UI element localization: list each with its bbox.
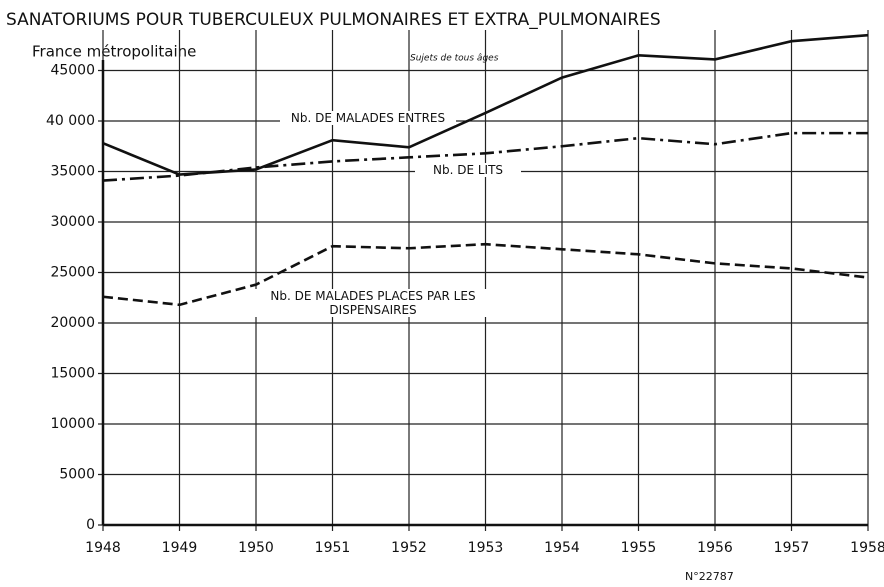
line xyxy=(102,131,868,182)
y-tick-label: 30000 xyxy=(50,214,95,230)
y-tick-label: 45000 xyxy=(50,63,95,79)
x-tick-label: 1958 xyxy=(850,540,884,556)
series-label: Nb. DE MALADES ENTRES xyxy=(280,111,456,125)
x-tick-label: 1948 xyxy=(85,540,121,556)
y-tick-label: 15000 xyxy=(50,366,95,382)
y-tick-label: 5000 xyxy=(59,467,95,483)
x-tick-label: 1954 xyxy=(544,540,580,556)
y-tick-label: 25000 xyxy=(50,265,95,281)
chart-subtitle: France métropolitaine xyxy=(32,43,196,61)
y-tick-label: 35000 xyxy=(50,164,95,180)
x-tick-label: 1950 xyxy=(238,540,274,556)
chart-title: SANATORIUMS POUR TUBERCULEUX PULMONAIRES… xyxy=(6,10,661,30)
note: Sujets de tous âges xyxy=(410,54,499,64)
x-tick-label: 1957 xyxy=(774,540,810,556)
y-tick-label: 40 000 xyxy=(46,113,95,129)
x-tick-label: 1951 xyxy=(315,540,351,556)
x-tick-label: 1953 xyxy=(468,540,504,556)
y-tick-label: 10000 xyxy=(50,416,95,432)
y-tick-label: 20000 xyxy=(50,315,95,331)
x-tick-label: 1955 xyxy=(621,540,657,556)
line xyxy=(102,242,869,307)
series-label: Nb. DE MALADES PLACES PAR LES DISPENSAIR… xyxy=(255,289,491,317)
x-tick-label: 1949 xyxy=(162,540,198,556)
x-tick-label: 1952 xyxy=(391,540,427,556)
x-tick-label: 1956 xyxy=(697,540,733,556)
footnote: N°22787 xyxy=(685,570,734,583)
y-tick-label: 0 xyxy=(86,517,95,533)
series-label: Nb. DE LITS xyxy=(415,163,521,177)
